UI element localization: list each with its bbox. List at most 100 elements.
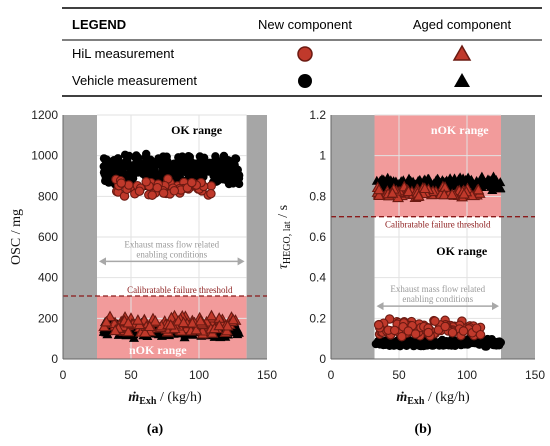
chart-a-point-hil-new — [116, 178, 127, 188]
chart-b-point-hil-aged — [458, 187, 470, 199]
chart-b-nok-label: nOK range — [431, 123, 489, 137]
chart-b-ok-label: OK range — [436, 244, 488, 258]
chart-a-point-hil-aged — [149, 315, 162, 326]
chart-a-point-hil-aged — [139, 326, 151, 338]
chart-b-x-symbol: ṁ — [396, 390, 407, 405]
chart-b-point-vehicle-aged — [456, 177, 467, 187]
chart-a-x-tick-label: 0 — [60, 368, 67, 382]
chart-a-enabling-arrowhead-left — [99, 257, 106, 266]
chart-b-x-unit: / (kg/h) — [425, 390, 470, 405]
chart-a-point-vehicle-new — [229, 179, 238, 188]
chart-a-gray-region — [246, 115, 267, 359]
chart-b-point-vehicle-new — [456, 338, 465, 347]
chart-a-point-hil-aged — [177, 316, 190, 328]
chart-a-x-symbol: ṁ — [128, 390, 139, 405]
chart-b-threshold-label: Calibratable failure threshold — [385, 220, 491, 230]
chart-b-point-vehicle-new — [374, 336, 383, 346]
chart-b-point-hil-new — [373, 320, 384, 330]
chart-b-point-vehicle-new — [496, 338, 505, 347]
chart-a-point-vehicle-new — [223, 156, 232, 165]
chart-b-point-hil-new — [430, 316, 440, 326]
chart-b-point-vehicle-new — [465, 338, 474, 347]
chart-a-point-hil-new — [147, 190, 157, 200]
legend-title: LEGEND — [72, 17, 126, 32]
chart-a-point-vehicle-new — [104, 157, 113, 166]
chart-b-point-vehicle-aged — [445, 173, 456, 183]
chart-a-point-hil-aged — [122, 325, 135, 337]
chart-a-y-tick-label: 1200 — [31, 108, 58, 122]
chart-a-y-tick-label: 0 — [51, 352, 58, 366]
chart-b-point-hil-aged — [438, 188, 451, 200]
chart-a-x-tick-label: 50 — [124, 368, 138, 382]
chart-a-point-vehicle-new — [219, 166, 228, 176]
chart-b-point-hil-new — [397, 331, 407, 342]
chart-a-point-vehicle-new — [195, 152, 205, 161]
legend-col-new: New component — [258, 17, 352, 32]
chart-b-point-hil-aged — [412, 189, 425, 201]
chart-a-point-hil-new — [134, 186, 145, 196]
chart-a-point-hil-aged — [143, 320, 156, 332]
chart-b-y-tick-label: 0 — [319, 352, 326, 366]
chart-b-point-hil-new — [447, 327, 458, 338]
chart-b-y-tick-label: 0.4 — [309, 271, 326, 285]
chart-b-x-tick-label: 100 — [457, 368, 477, 382]
chart-b-point-hil-aged — [472, 183, 485, 195]
chart-a-point-vehicle-aged — [230, 325, 241, 335]
chart-a-point-vehicle-new — [211, 152, 220, 161]
legend-row-hil: HiL measurement — [72, 46, 175, 61]
legend-marker-hil-aged — [452, 44, 472, 61]
chart-a-ok-label: OK range — [171, 123, 223, 137]
chart-a-point-vehicle-new — [115, 166, 124, 175]
chart-b-y-unit: / s — [276, 205, 291, 221]
chart-a-point-hil-aged — [109, 324, 122, 336]
chart-a-point-vehicle-new — [132, 151, 141, 160]
chart-panel-a: OK range nOK range Calibratable failure … — [9, 108, 277, 437]
chart-a-point-hil-new — [169, 186, 180, 196]
chart-b-background — [331, 114, 535, 360]
chart-a-point-hil-aged — [213, 319, 226, 331]
chart-b-point-vehicle-aged — [371, 175, 382, 185]
chart-b-y-tick-label: 0.6 — [309, 230, 326, 244]
chart-b-x-tick-label: 50 — [392, 368, 406, 382]
legend-marker-vehicle-aged — [454, 73, 470, 87]
chart-a-point-vehicle-new — [144, 158, 153, 167]
chart-b-point-hil-aged — [373, 189, 385, 200]
chart-b-point-hil-new — [475, 329, 486, 340]
chart-b-axes: 0 0.2 0.4 0.6 0.8 1 1.2 0 50 100 150 — [309, 108, 545, 382]
chart-b-point-vehicle-new — [440, 337, 449, 347]
chart-b-point-vehicle-new — [423, 339, 432, 348]
chart-a-point-vehicle-new — [235, 171, 244, 180]
chart-b-y-tick-label: 1 — [319, 149, 326, 163]
chart-a-point-hil-aged — [122, 316, 135, 328]
chart-a-x-tick-label: 100 — [189, 368, 209, 382]
chart-a-point-hil-new — [152, 182, 163, 193]
chart-b-enabling-label-line1: Exhaust mass flow related — [390, 284, 485, 294]
chart-a-point-hil-aged — [131, 314, 144, 325]
chart-a-y-axis-label: OSC / mg — [9, 209, 24, 265]
chart-a-point-vehicle-new — [129, 161, 138, 171]
chart-b-x-tick-label: 0 — [328, 368, 335, 382]
chart-a-point-vehicle-new — [190, 168, 200, 178]
legend-row-vehicle: Vehicle measurement — [72, 73, 197, 88]
chart-b-x-subscript: Exh — [407, 396, 425, 407]
chart-b-x-tick-label: 150 — [525, 368, 545, 382]
chart-b-point-hil-aged — [373, 183, 385, 195]
chart-b-point-vehicle-aged — [471, 176, 482, 186]
chart-b-enabling-arrowhead-left — [376, 302, 384, 311]
chart-a-point-hil-aged — [164, 318, 177, 330]
chart-a-point-vehicle-new — [164, 165, 173, 174]
chart-a-point-hil-new — [187, 177, 197, 188]
chart-a-axes: 0 200 400 600 800 1000 1200 0 50 100 150 — [31, 108, 277, 382]
chart-b-y-subscript: HEGO, lat — [282, 221, 293, 264]
chart-b-point-hil-new — [389, 325, 400, 336]
chart-a-enabling-arrowhead-right — [237, 257, 245, 266]
chart-a-point-vehicle-new — [169, 159, 179, 168]
chart-b-panel-label: (b) — [414, 422, 431, 437]
chart-b-y-tick-label: 1.2 — [309, 108, 326, 122]
chart-b-points — [371, 171, 506, 351]
chart-b-point-vehicle-new — [448, 338, 457, 347]
chart-a-x-unit: / (kg/h) — [157, 390, 202, 405]
chart-a-points — [98, 149, 244, 342]
chart-a-point-vehicle-new — [150, 165, 159, 175]
